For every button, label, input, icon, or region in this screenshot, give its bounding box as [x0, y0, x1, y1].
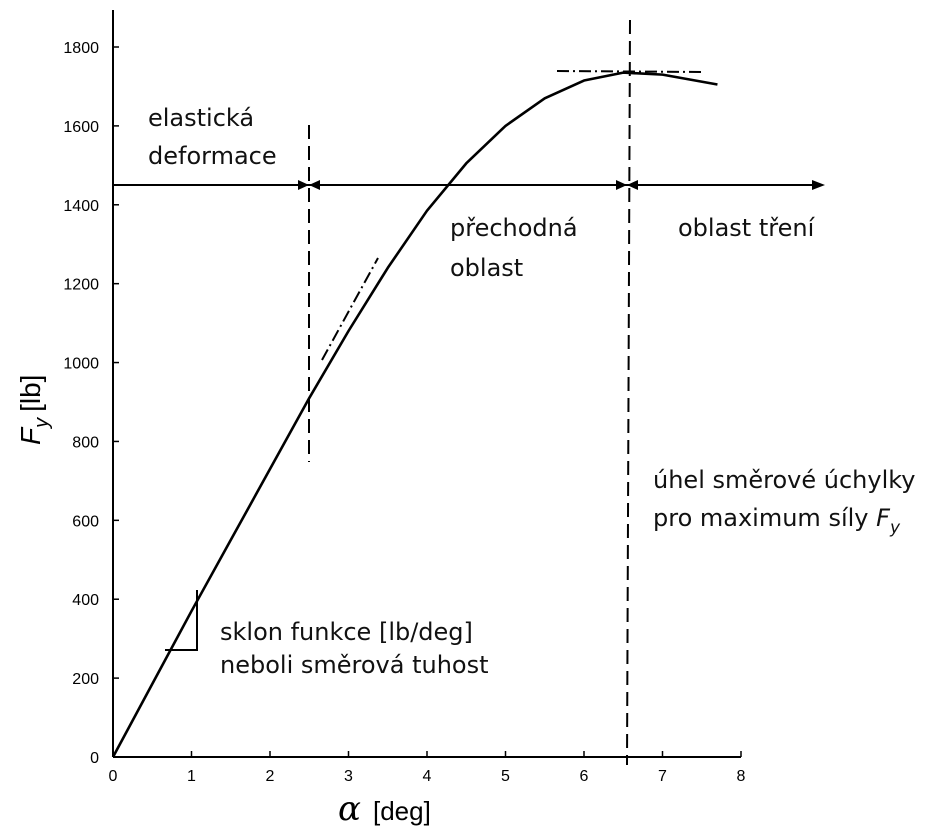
y-tick-label: 0 [90, 750, 99, 767]
x-tick-label: 4 [423, 768, 432, 785]
slope-triangle [165, 590, 198, 651]
annotation: oblast [450, 254, 523, 282]
arrow-head [616, 180, 627, 190]
y-tick-label: 1600 [63, 119, 99, 136]
x-axis-label: α [deg] [338, 789, 431, 827]
tangent [321, 257, 379, 361]
annotation: neboli směrová tuhost [220, 651, 489, 679]
y-tick-label: 600 [72, 513, 99, 530]
tangent [556, 70, 706, 73]
x-tick-label: 6 [580, 768, 589, 785]
annotation: elastická [148, 104, 254, 132]
y-tick-label: 1800 [63, 40, 99, 57]
annotation: oblast tření [678, 214, 816, 242]
y-tick-label: 800 [72, 434, 99, 451]
x-tick-label: 5 [501, 768, 510, 785]
x-tick-label: 2 [266, 768, 275, 785]
symbol: F [876, 504, 891, 532]
annotation: deformace [148, 142, 277, 170]
y-tick-label: 1000 [63, 356, 99, 373]
subscript: y [31, 417, 53, 430]
x-tick-label: 1 [187, 768, 196, 785]
max-angle-line [626, 19, 631, 766]
y-tick-label: 400 [72, 592, 99, 609]
y-axis-label: Fy [lb] [15, 375, 53, 445]
y-tick-label: 1400 [63, 198, 99, 215]
annotation: sklon funkce [lb/deg] [220, 618, 473, 646]
x-tick-label: 7 [658, 768, 667, 785]
x-tick-label: 3 [344, 768, 353, 785]
annotation: přechodná [450, 214, 578, 242]
x-tick-label: 0 [109, 768, 118, 785]
arrow-head [627, 180, 638, 190]
y-tick-label: 1200 [63, 277, 99, 294]
data-line [111, 71, 718, 758]
unit: [lb] [15, 375, 46, 412]
arrow-head [309, 180, 320, 190]
x-tick-label: 8 [737, 768, 746, 785]
subscript: y [889, 518, 901, 538]
arrow-head [298, 180, 309, 190]
symbol: F [15, 426, 46, 445]
symbol: α [338, 789, 361, 827]
annotation: úhel směrové úchylky [653, 466, 916, 494]
unit: [deg] [373, 796, 431, 826]
annotation: pro maximum síly Fy [653, 504, 901, 538]
y-tick-label: 200 [72, 671, 99, 688]
annotation-text: pro maximum síly [653, 504, 868, 532]
arrow-head [812, 180, 825, 190]
